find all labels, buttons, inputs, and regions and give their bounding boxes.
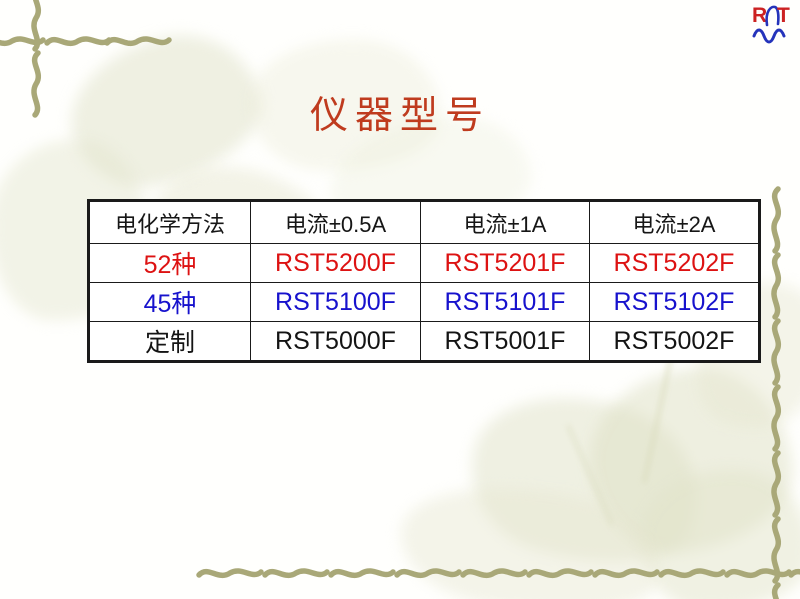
leaf-stem-watermark [565,423,615,527]
cell-model: RST5100F [250,282,421,322]
logo-letter-r: R [752,4,767,27]
cell-model: RST5102F [589,282,760,322]
logo-wave-icon [752,28,786,44]
header-cell-method: 电化学方法 [88,200,251,244]
logo-s-curve-icon [765,5,780,27]
header-cell-current-1a: 电流±1A [420,200,590,244]
logo-letter-t: T [777,4,790,27]
table-header-row: 电化学方法 电流±0.5A 电流±1A 电流±2A [88,200,760,244]
instrument-model-table: 电化学方法 电流±0.5A 电流±1A 电流±2A 52种 RST5200F R… [87,199,761,363]
cell-method-count: 52种 [88,243,251,283]
slide-title: 仪器型号 [309,95,490,137]
cell-model: RST5000F [250,321,421,362]
leaf-watermark [454,374,716,586]
leaf-watermark [640,470,800,599]
leaf-watermark [392,472,668,599]
cell-model: RST5201F [420,243,590,283]
table-row-custom: 定制 RST5000F RST5001F RST5002F [88,321,760,362]
cell-model: RST5202F [589,243,760,283]
cell-method-count: 45种 [88,282,251,322]
header-cell-current-05a: 电流±0.5A [250,200,421,244]
cell-model: RST5001F [420,321,590,362]
rst-logo: R T [752,4,790,44]
table-row-52-methods: 52种 RST5200F RST5201F RST5202F [88,243,760,283]
table-row-45-methods: 45种 RST5100F RST5101F RST5102F [88,282,760,322]
cell-model: RST5002F [589,321,760,362]
leaf-watermark [575,354,800,566]
leaf-stem-watermark [641,355,674,485]
header-cell-current-2a: 电流±2A [589,200,760,244]
cell-model: RST5200F [250,243,421,283]
cell-method-count: 定制 [88,321,251,362]
cell-model: RST5101F [420,282,590,322]
